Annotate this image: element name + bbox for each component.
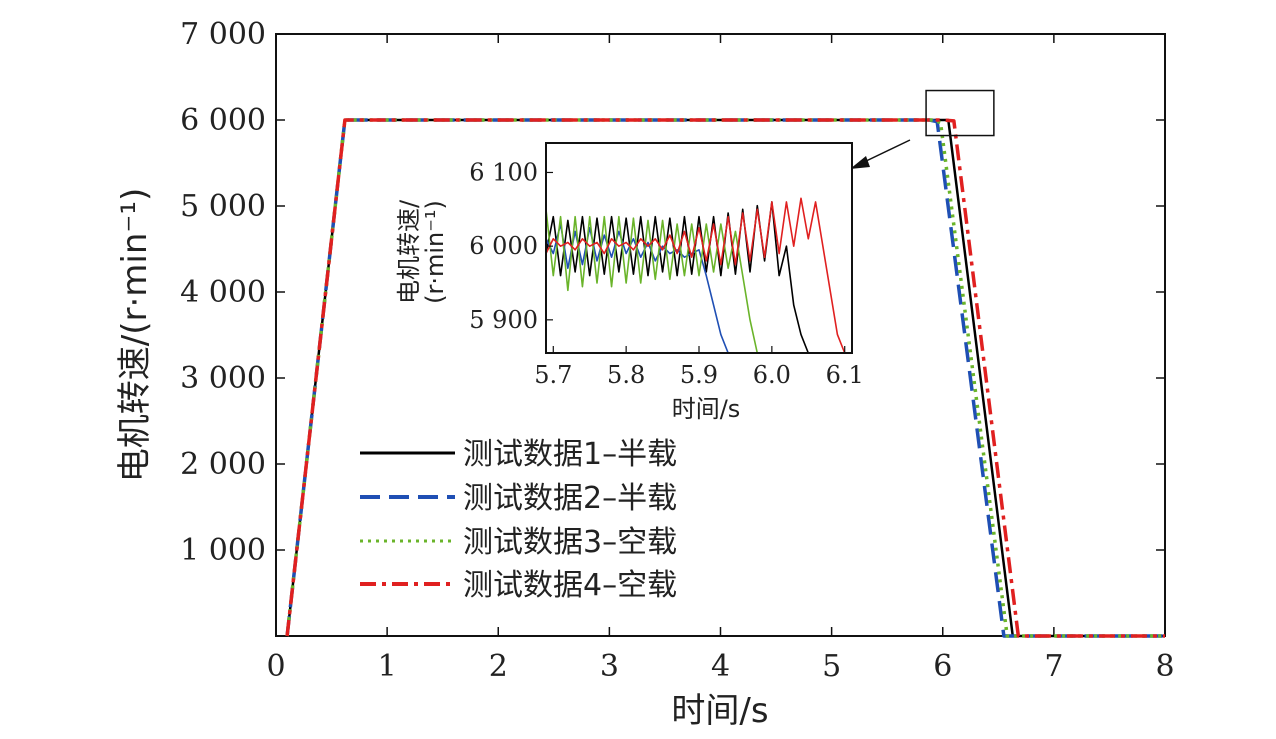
x-tick-label: 8 <box>1155 649 1174 684</box>
x-tick-label: 7 <box>1044 649 1063 684</box>
main-series <box>285 118 1165 638</box>
y-tick-label: 3 000 <box>180 361 266 396</box>
zoom-box <box>925 89 995 137</box>
y-tick-label: 7 000 <box>180 17 266 52</box>
x-tick-label: 3 <box>600 649 619 684</box>
y-tick-label: 4 000 <box>180 275 266 310</box>
inset-series-line-3 <box>545 209 759 354</box>
x-tick-label: 2 <box>489 649 508 684</box>
inset-x-tick-label: 6.0 <box>753 361 791 389</box>
y-tick-label: 1 000 <box>180 533 266 568</box>
x-tick-label: 1 <box>378 649 397 684</box>
inset-y-tick-label: 6 100 <box>469 158 538 186</box>
x-tick-label: 6 <box>933 649 952 684</box>
legend-label-3: 测试数据3–空载 <box>463 525 677 560</box>
legend: 测试数据1–半载 测试数据2–半载 测试数据3–空载 测试数据4–空载 <box>360 437 677 603</box>
series-line-3 <box>285 118 1165 638</box>
inset-series-line-1 <box>545 201 810 354</box>
main-tick-labels: 0 1 2 3 4 5 6 7 8 1 000 2 000 3 000 4 000 5 000 6 000 7… <box>180 17 1174 684</box>
y-tick-label: 2 000 <box>180 447 266 482</box>
zoom-arrow-head <box>850 156 870 169</box>
inset-y-tick-label: 6 000 <box>469 232 538 260</box>
inset-x-tick-label: 5.9 <box>680 361 718 389</box>
inset-y-tick-label: 5 900 <box>469 306 538 334</box>
series-line-4 <box>285 118 1165 638</box>
inset-x-tick-label: 5.7 <box>534 361 572 389</box>
x-tick-label: 5 <box>822 649 841 684</box>
inset-ticks <box>546 171 846 353</box>
x-tick-label: 4 <box>711 649 730 684</box>
inset-series-line-4 <box>545 197 846 354</box>
inset-x-tick-label: 6.1 <box>826 361 864 389</box>
y-tick-label: 6 000 <box>180 103 266 138</box>
inset-series <box>545 197 846 354</box>
inset-y-title-line1: 电机转速/ <box>395 199 423 304</box>
inset-x-tick-label: 5.8 <box>607 361 645 389</box>
y-axis-title: 电机转速/(r·min⁻¹) <box>115 188 155 482</box>
zoom-arrow <box>861 139 911 164</box>
legend-label-1: 测试数据1–半载 <box>463 437 677 472</box>
inset-x-title: 时间/s <box>672 395 741 423</box>
inset-y-title-line2: (r·min⁻¹) <box>421 200 449 304</box>
inset-tick-labels: 5.7 5.8 5.9 6.0 6.1 5 900 6 000 6 100 <box>469 158 864 389</box>
y-tick-label: 5 000 <box>180 189 266 224</box>
inset-background <box>546 143 852 353</box>
legend-label-2: 测试数据2–半载 <box>463 481 677 516</box>
legend-label-4: 测试数据4–空载 <box>463 568 677 603</box>
x-axis-title: 时间/s <box>671 691 768 731</box>
x-tick-label: 0 <box>266 649 285 684</box>
